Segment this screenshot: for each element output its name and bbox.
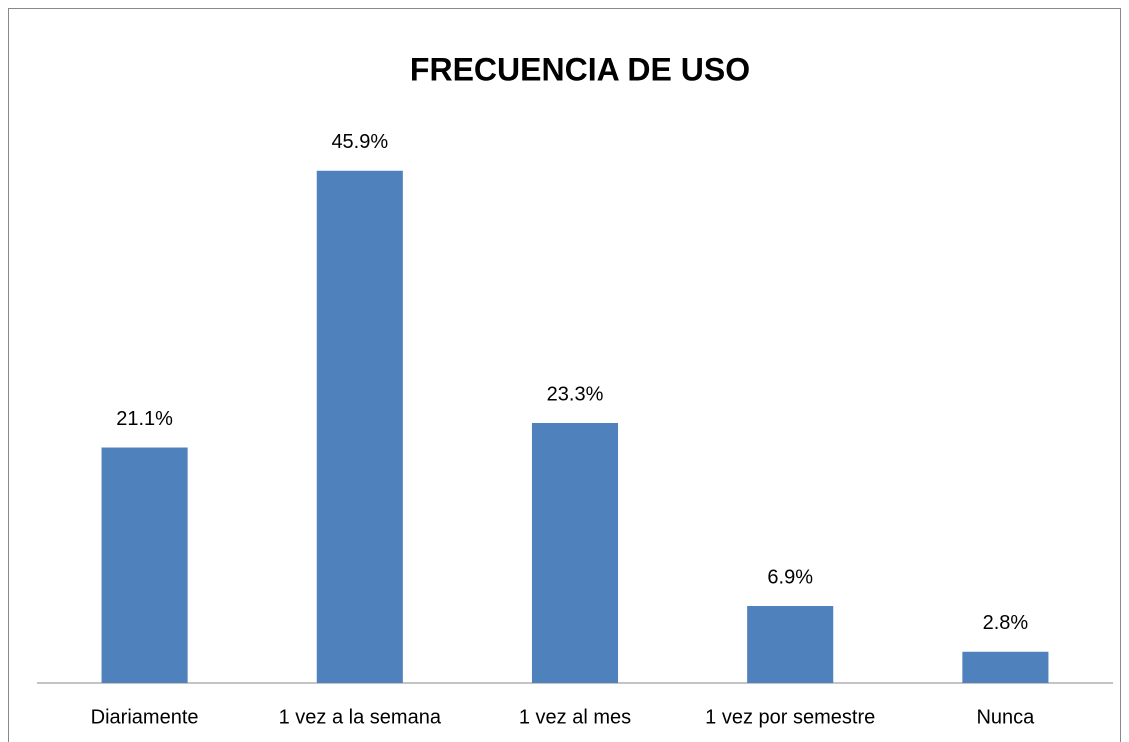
x-tick-label: 1 vez a la semana [279,706,442,728]
data-label: 6.9% [767,566,813,588]
data-label: 23.3% [547,383,604,405]
chart-title: FRECUENCIA DE USO [410,51,750,87]
x-tick-label: 1 vez al mes [519,706,631,728]
x-tick-label: Diariamente [91,706,199,728]
bar [101,447,188,683]
data-label: 2.8% [983,612,1029,634]
bar [316,170,403,684]
bar [962,651,1049,683]
data-label: 21.1% [116,408,173,430]
bar [531,422,619,683]
data-label: 45.9% [331,131,388,153]
x-tick-label: 1 vez por semestre [705,706,875,728]
x-tick-label: Nunca [976,706,1035,728]
bar [747,605,834,683]
